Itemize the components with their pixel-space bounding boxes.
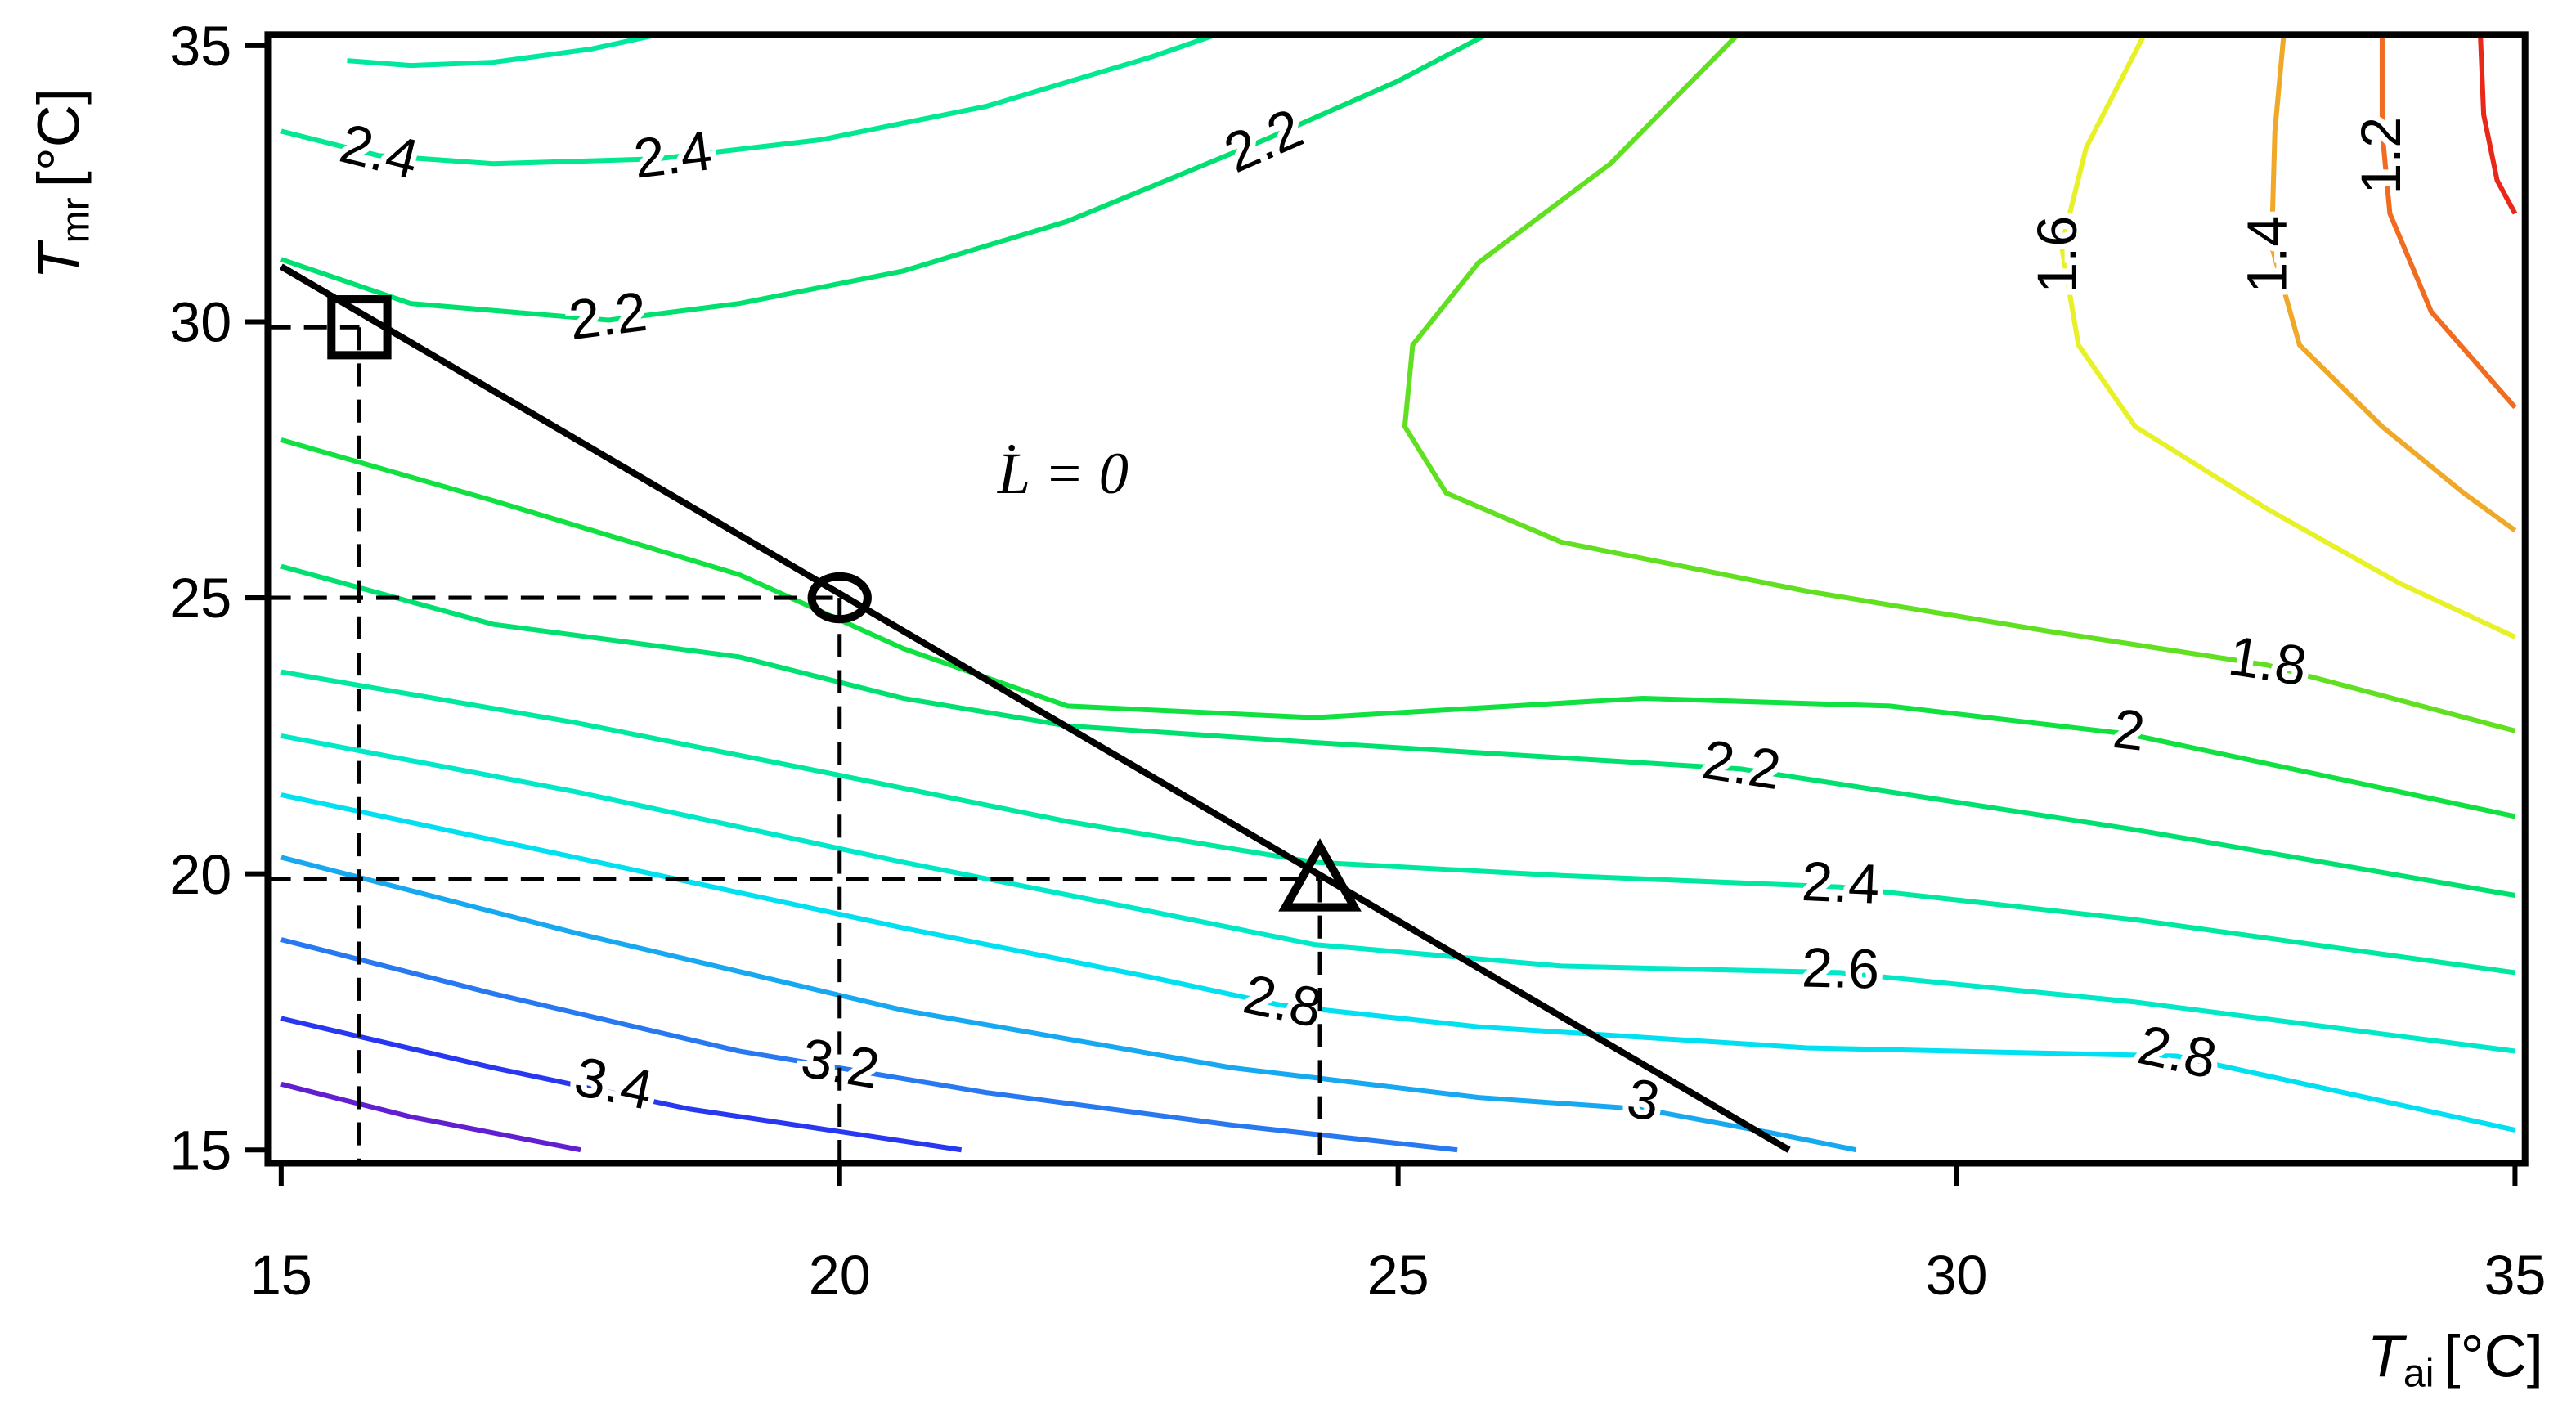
x-axis-label: Tai [°C]	[2367, 1325, 2543, 1396]
x-label-subscript: ai	[2403, 1352, 2435, 1396]
contour-line	[280, 34, 1217, 167]
contour-label: 2.2	[566, 280, 651, 352]
contour-label: 2.6	[1801, 936, 1880, 1000]
x-tick-label: 30	[1926, 1245, 1988, 1307]
contour-line	[1402, 34, 2516, 733]
contour-line	[2379, 34, 2517, 410]
reference-line	[279, 263, 1791, 1153]
contour-line	[280, 669, 2515, 976]
marker-circle	[807, 572, 872, 624]
annotation: L̇ = 0	[997, 441, 1129, 506]
y-tick-label: 25	[169, 567, 231, 630]
y-tick-label: 20	[169, 844, 231, 906]
contour-line	[280, 937, 1458, 1153]
y-label-symbol: T	[26, 240, 92, 280]
y-label-unit: [°C]	[26, 88, 92, 187]
contour-line	[2478, 34, 2518, 215]
contours: 3.4 3.2 32.82.82.62.42.2 22.4 2.42.22.21.81.…	[280, 34, 2518, 1153]
contour-label: 1.4	[2237, 216, 2299, 294]
contour-line	[280, 1081, 581, 1153]
y-label-subscript: mr	[53, 197, 97, 243]
contour-line	[280, 733, 2515, 1054]
x-tick-label: 25	[1367, 1245, 1429, 1307]
x-label-symbol: T	[2367, 1325, 2408, 1390]
contour-label: 2.2	[1699, 729, 1784, 802]
contour-line	[2269, 34, 2517, 533]
contour-label: 1.8	[2224, 625, 2310, 698]
x-tick-label: 15	[250, 1245, 312, 1307]
x-tick-label: 20	[809, 1245, 871, 1307]
y-tick-label: 35	[169, 16, 231, 78]
contour-label: 2	[2110, 698, 2148, 763]
contour-line	[280, 437, 2516, 819]
y-tick-label: 15	[169, 1119, 231, 1182]
x-label-unit: [°C]	[2444, 1325, 2542, 1390]
contour-line	[280, 855, 1857, 1153]
contour-label: 2.8	[2133, 1013, 2222, 1090]
axes: 15 20 25 30 35 15 20 25 30 35	[169, 16, 2546, 1307]
contour-line	[280, 1016, 963, 1153]
y-tick-label: 30	[169, 292, 231, 354]
contour-line	[2058, 34, 2516, 639]
contour-label: 2.4	[631, 119, 715, 191]
contour-label: 1.2	[2350, 117, 2412, 195]
overlay: L̇ = 0	[267, 263, 1791, 1164]
y-axis-label: Tmr [°C]	[26, 88, 97, 280]
contour-label: 2.4	[1801, 850, 1881, 916]
contour-line	[347, 34, 658, 69]
contour-label: 2.2	[1215, 96, 1311, 185]
marker-triangle	[1278, 838, 1362, 912]
contour-label: 3.4	[569, 1045, 658, 1122]
contour-line	[280, 34, 1488, 323]
contour-label: 2.8	[1238, 962, 1327, 1039]
contour-label: 2.4	[334, 112, 425, 191]
contour-label: 1.6	[2026, 216, 2089, 294]
marker-square	[327, 295, 392, 360]
x-tick-label: 35	[2484, 1245, 2546, 1307]
